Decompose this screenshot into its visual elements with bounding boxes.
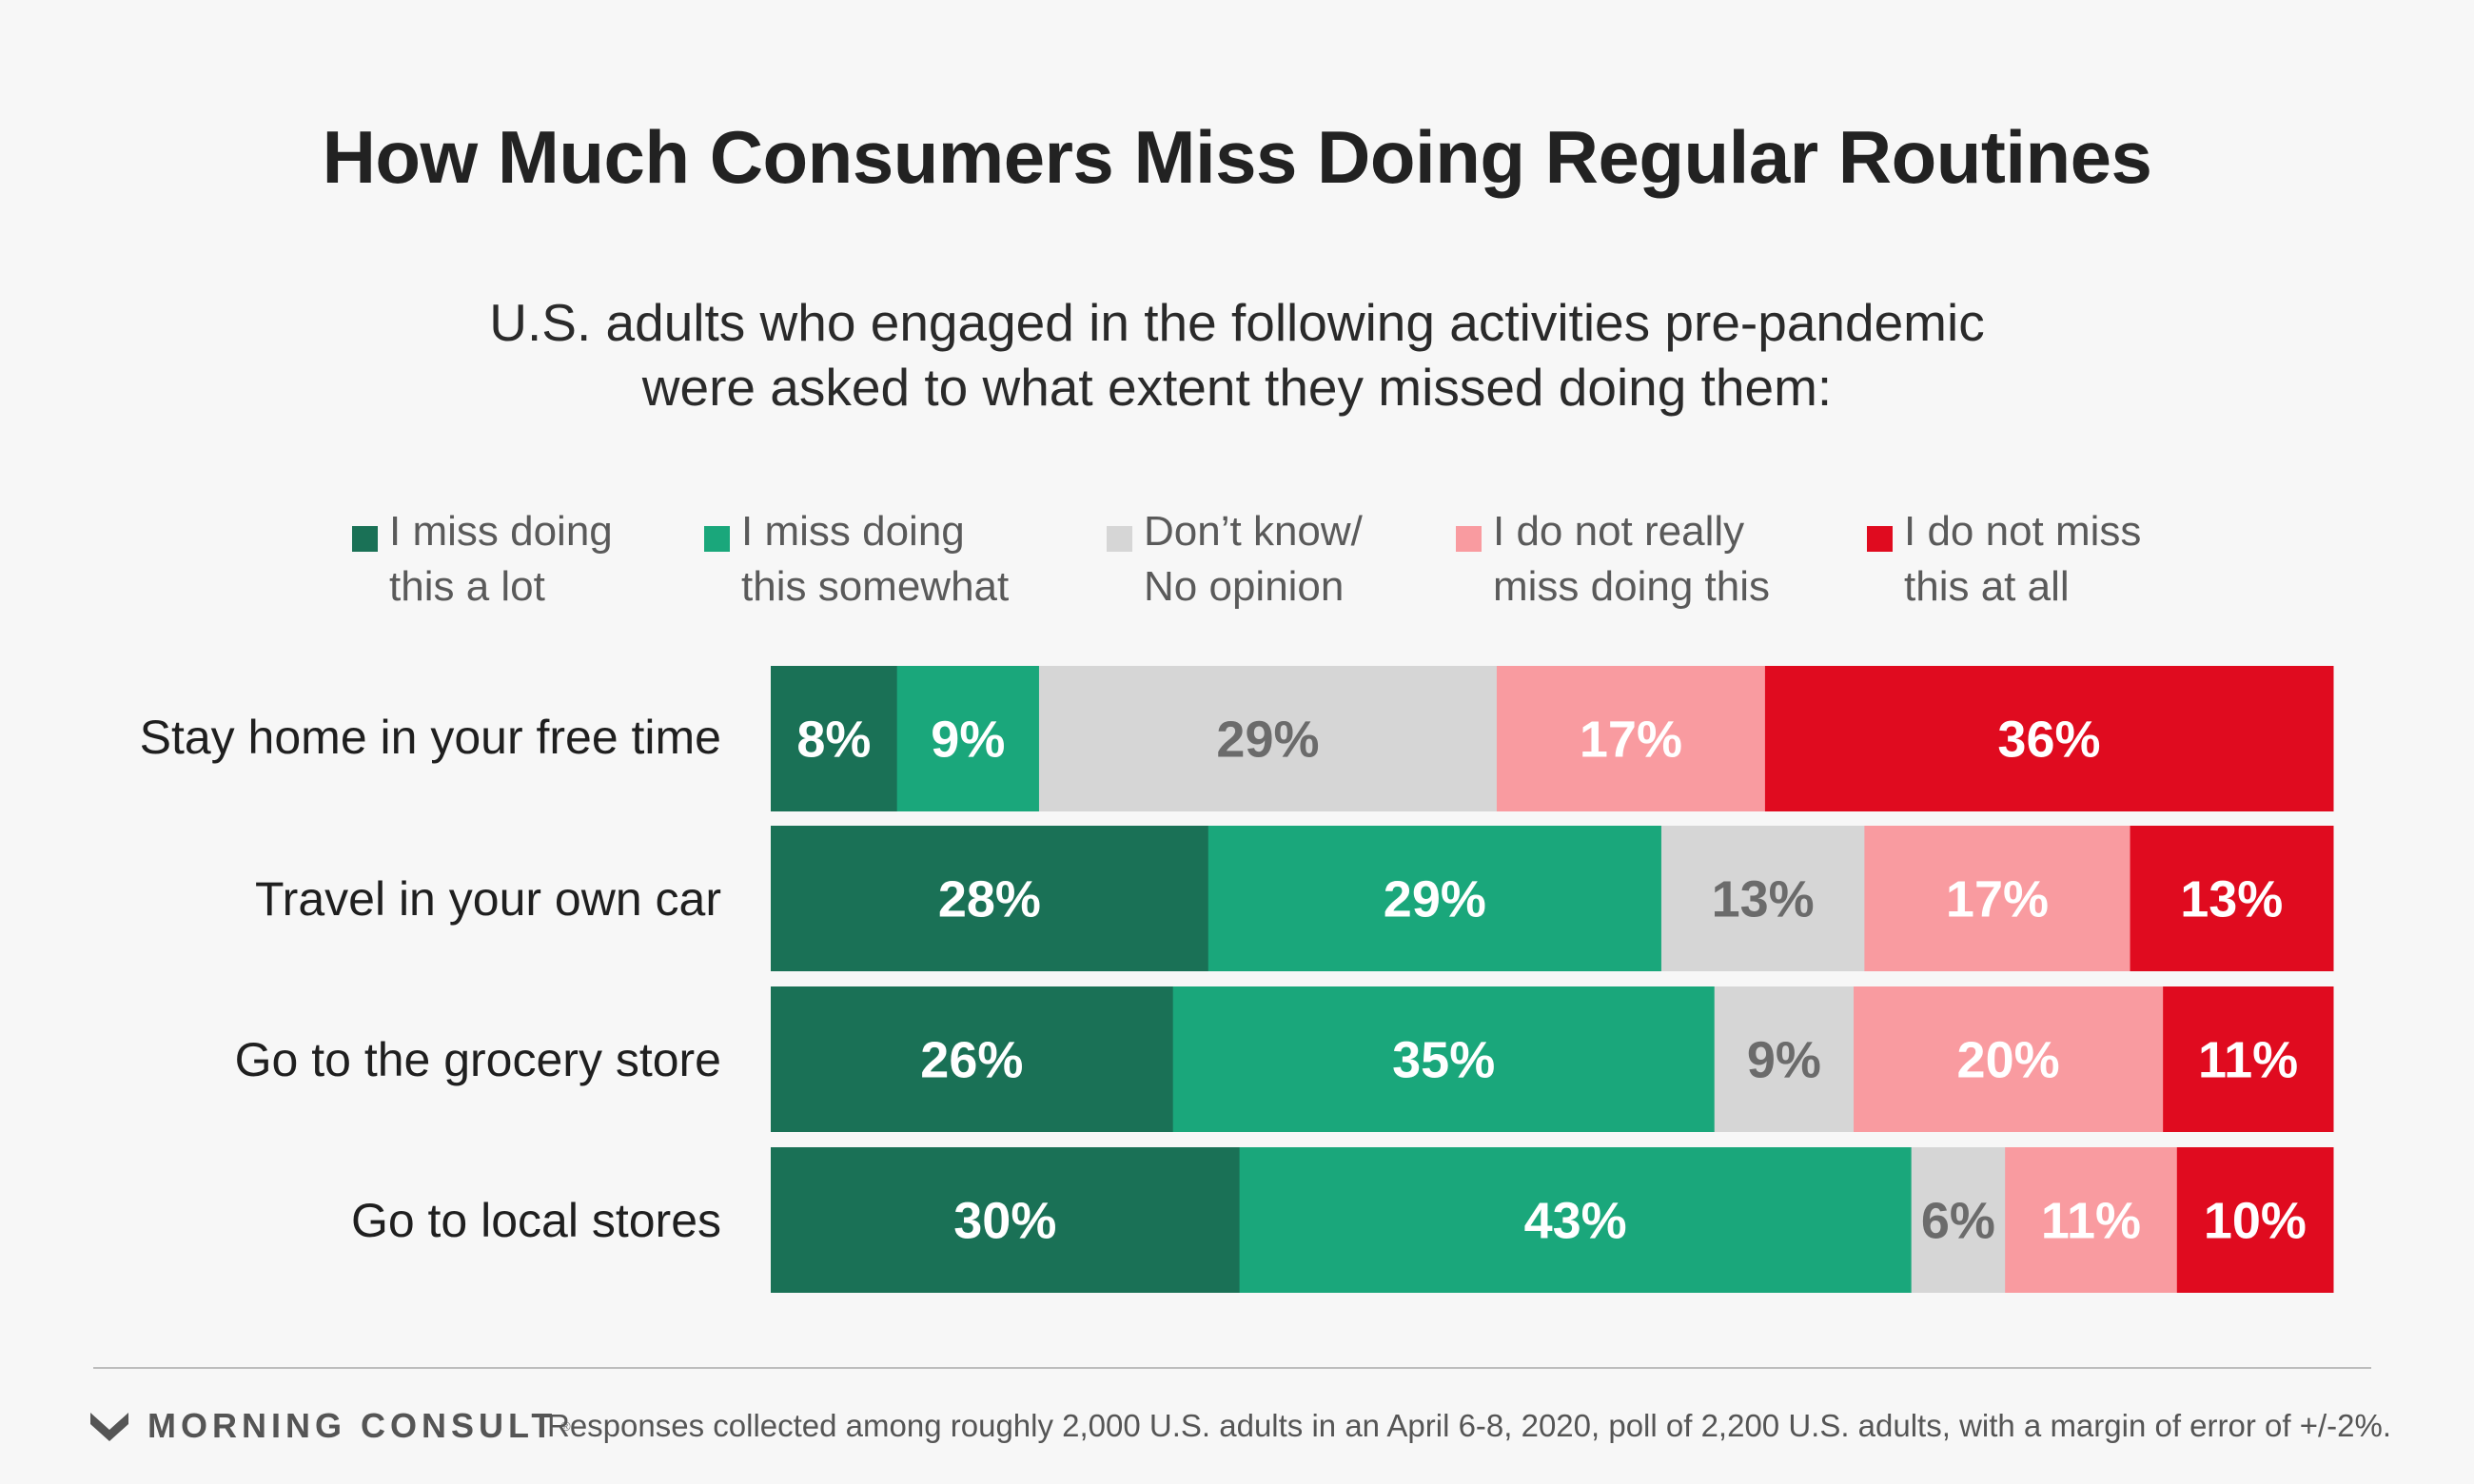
bar-value-label: 11%	[2041, 1193, 2141, 1250]
morning-consult-logo-icon	[90, 1413, 128, 1441]
bar-segment	[1208, 826, 1662, 971]
bar-value-label: 8%	[796, 712, 871, 769]
bar-segment	[2130, 826, 2334, 971]
bar-value-label: 30%	[953, 1193, 1056, 1250]
brand-trademark: ®	[560, 1418, 571, 1434]
bar-value-label: 13%	[2180, 871, 2283, 928]
bar-value-label: 26%	[920, 1032, 1023, 1089]
legend-label-dont-know: Don’t know/ No opinion	[1144, 508, 1363, 610]
bar-segment	[1660, 826, 1865, 971]
bar-segment	[2176, 1147, 2334, 1293]
legend-item-not-really: I do not really miss doing this	[1456, 504, 1770, 615]
bar-segment	[1864, 826, 2131, 971]
bar-segment	[771, 986, 1174, 1132]
bar-segment	[1714, 986, 1855, 1132]
legend-swatch-not-at-all	[1867, 526, 1893, 552]
footnote: Responses collected among roughly 2,000 …	[547, 1408, 2391, 1443]
category-label-stay-home: Stay home in your free time	[139, 711, 721, 764]
bar-segment	[1038, 666, 1498, 811]
legend-label-miss-a-lot: I miss doing this a lot	[389, 508, 613, 610]
bar-value-label: 9%	[931, 712, 1005, 769]
category-label-grocery: Go to the grocery store	[234, 1033, 721, 1086]
bar-value-label: 35%	[1392, 1032, 1495, 1089]
legend-label-miss-somewhat: I miss doing this somewhat	[741, 508, 1010, 610]
legend-swatch-miss-somewhat	[704, 526, 730, 552]
legend-label-not-really: I do not really miss doing this	[1493, 508, 1771, 610]
bar-value-label: 9%	[1747, 1032, 1821, 1089]
legend-swatch-not-really	[1456, 526, 1482, 552]
bar-segment	[1911, 1147, 2006, 1293]
bar-segment	[771, 666, 898, 811]
bar-segment	[1764, 666, 2334, 811]
bar-value-label: 36%	[1997, 712, 2100, 769]
bar-value-label: 20%	[1957, 1032, 2060, 1089]
bar-segment	[1172, 986, 1716, 1132]
subtitle-text: U.S. adults who engaged in the following…	[489, 293, 1985, 417]
legend-swatch-dont-know	[1107, 526, 1132, 552]
bar-value-label: 10%	[2204, 1193, 2307, 1250]
legend-item-miss-a-lot: I miss doing this a lot	[352, 504, 613, 615]
legend-label-not-at-all: I do not miss this at all	[1904, 508, 2142, 610]
bar-value-label: 29%	[1384, 871, 1486, 928]
bar-value-label: 11%	[2198, 1032, 2298, 1089]
bar-value-label: 13%	[1712, 871, 1815, 928]
bar-value-label: 43%	[1524, 1193, 1627, 1250]
legend: I miss doing this a lot I miss doing thi…	[0, 504, 2474, 628]
bar-value-label: 6%	[1921, 1193, 1995, 1250]
bar-segment	[896, 666, 1040, 811]
chart-title: How Much Consumers Miss Doing Regular Ro…	[322, 115, 2152, 199]
legend-item-miss-somewhat: I miss doing this somewhat	[704, 504, 1009, 615]
brand-logo: MORNING CONSULT ®	[90, 1406, 571, 1446]
bar-segment	[2005, 1147, 2178, 1293]
brand-name: MORNING CONSULT	[147, 1406, 558, 1445]
bar-segment	[771, 1147, 1241, 1293]
footer-divider	[93, 1367, 2371, 1369]
bar-segment	[771, 826, 1209, 971]
legend-item-dont-know: Don’t know/ No opinion	[1107, 504, 1363, 615]
legend-swatch-miss-a-lot	[352, 526, 378, 552]
bar-value-label: 17%	[1580, 712, 1682, 769]
legend-item-not-at-all: I do not miss this at all	[1867, 504, 2141, 615]
bar-segment	[1854, 986, 2164, 1132]
bar-value-label: 28%	[938, 871, 1041, 928]
bar-value-label: 17%	[1946, 871, 2049, 928]
bar-value-label: 29%	[1216, 712, 1319, 769]
bar-segment	[1239, 1147, 1913, 1293]
category-label-local-stores: Go to local stores	[350, 1194, 721, 1247]
chart-subtitle: U.S. adults who engaged in the following…	[285, 290, 2189, 420]
bar-segment	[2163, 986, 2334, 1132]
bar-segment	[1496, 666, 1766, 811]
category-label-travel-car: Travel in your own car	[255, 872, 721, 926]
